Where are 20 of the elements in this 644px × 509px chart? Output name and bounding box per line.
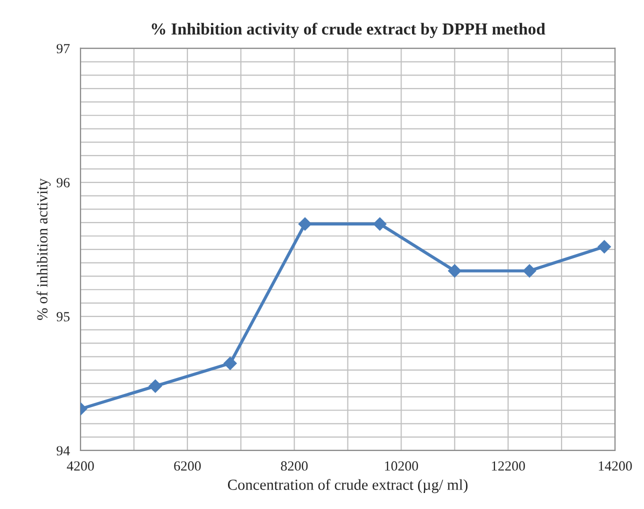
y-tick-label: 95 [56,312,70,322]
point [448,264,462,278]
y-tick-label: 96 [56,178,70,188]
x-tick-label: 10200 [385,461,418,471]
point [598,240,611,254]
x-tick-label: 8200 [280,461,308,471]
y-tick-label: 97 [56,44,70,54]
x-tick-label: 4200 [66,461,94,471]
chart-title: % Inhibition activity of crude extract by DPPH method [152,22,546,38]
point [373,217,386,231]
x-axis-title: Concentration of crude extract (µg/ ml) [228,479,468,494]
x-tick-label: 14200 [598,461,632,471]
point [522,264,536,278]
x-tick-label: 6200 [174,461,201,471]
y-axis-title: % of inhibition activity [36,178,51,320]
point [148,380,162,393]
y-tick-label: 94 [56,446,70,456]
point [224,356,237,370]
x-tick-label: 12200 [492,461,525,471]
point [298,217,312,231]
